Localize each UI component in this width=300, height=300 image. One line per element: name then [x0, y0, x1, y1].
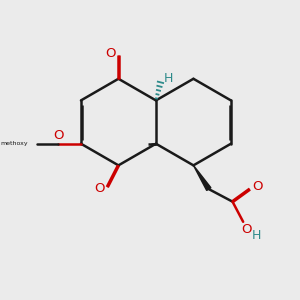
Text: O: O [53, 129, 63, 142]
Text: H: H [252, 229, 261, 242]
Text: methoxy: methoxy [1, 141, 28, 146]
Text: O: O [94, 182, 105, 195]
Text: O: O [105, 47, 116, 60]
Text: O: O [252, 180, 263, 194]
Text: O: O [241, 223, 252, 236]
Text: H: H [164, 72, 173, 85]
Polygon shape [194, 165, 211, 190]
